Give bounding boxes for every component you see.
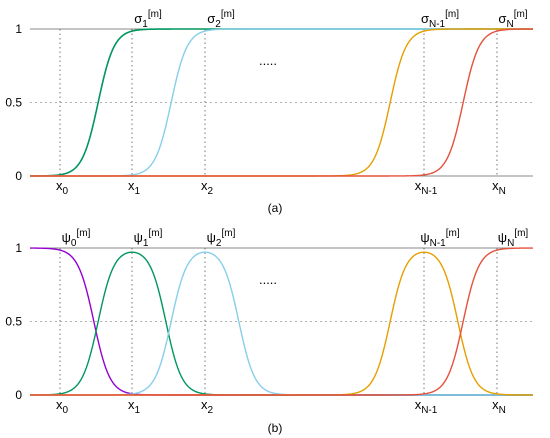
curve-label-3: σN[m] [498, 9, 527, 30]
x-node-label-0: x0 [56, 397, 69, 416]
curve-label-1: σ2[m] [207, 9, 235, 30]
x-node-label-4-sub: N [499, 405, 506, 416]
x-node-label-4-base: x [492, 397, 499, 412]
curve-label-1-sup: [m] [221, 9, 235, 20]
x-node-label-2: x2 [201, 397, 214, 416]
x-node-label-3: xN-1 [415, 397, 438, 416]
x-node-label-3-sub: N-1 [421, 186, 438, 197]
panel-label: (b) [268, 421, 283, 435]
x-node-label-4-sub: N [499, 186, 506, 197]
curve-label-4-base: ψ [498, 230, 507, 245]
x-node-label-1: x1 [128, 178, 141, 197]
curve-label-0-sub: 1 [142, 19, 148, 30]
curve-label-2-sup: [m] [221, 228, 235, 239]
series-line-3 [30, 251, 533, 396]
x-node-label-0-sub: 0 [62, 405, 68, 416]
y-tick-label: 0.5 [5, 315, 22, 329]
curve-label-3-sup: [m] [514, 9, 528, 20]
x-node-label-3-base: x [415, 178, 422, 193]
curve-label-0-base: ψ [62, 230, 71, 245]
curve-label-2-base: σ [421, 11, 429, 26]
y-tick-label: 0 [15, 388, 22, 402]
x-node-label-0-base: x [56, 178, 63, 193]
curve-label-2: σN-1[m] [421, 9, 459, 30]
x-node-label-4: xN [492, 178, 506, 197]
x-node-label-4-base: x [492, 178, 499, 193]
curve-label-0-sup: [m] [148, 9, 162, 20]
curve-label-1-sub: 1 [143, 238, 149, 249]
curve-label-4: ψN[m] [498, 228, 529, 249]
y-tick-label: 0.5 [5, 96, 22, 110]
curve-label-4-sup: [m] [514, 228, 528, 239]
x-node-label-0-base: x [56, 397, 63, 412]
curve-label-1: ψ1[m] [134, 228, 163, 249]
curve-label-0: ψ0[m] [62, 228, 91, 249]
x-node-label-2-sub: 2 [207, 405, 213, 416]
x-node-label-3-sub: N-1 [421, 405, 438, 416]
curve-label-3-sub: N [506, 19, 513, 30]
series-line-1 [30, 251, 533, 396]
x-node-label-1-sub: 1 [134, 405, 140, 416]
curve-label-0-sub: 0 [71, 238, 77, 249]
x-node-label-1-base: x [128, 397, 135, 412]
curve-label-1-base: ψ [134, 230, 143, 245]
series-line-2 [30, 251, 533, 396]
ellipsis: ..... [259, 53, 277, 68]
curve-label-2-base: ψ [207, 230, 216, 245]
x-node-label-1-base: x [128, 178, 135, 193]
x-node-label-2-sub: 2 [207, 186, 213, 197]
curve-label-3-base: ψ [420, 230, 429, 245]
ellipsis: ..... [259, 272, 277, 287]
x-node-label-3-base: x [415, 397, 422, 412]
series-line-3 [30, 28, 534, 177]
curve-label-0-sup: [m] [76, 228, 90, 239]
curve-label-3: ψN-1[m] [420, 228, 460, 249]
x-node-label-0: x0 [56, 178, 69, 197]
curve-label-0-base: σ [134, 11, 142, 26]
curve-label-3-sub: N-1 [430, 238, 447, 249]
curve-label-2-sub: N-1 [429, 19, 446, 30]
x-node-label-0-sub: 0 [62, 186, 68, 197]
curve-label-1-sub: 2 [215, 19, 221, 30]
curve-label-4-sub: N [507, 238, 514, 249]
x-node-label-1-sub: 1 [134, 186, 140, 197]
y-tick-label: 1 [15, 241, 22, 255]
curve-label-1-base: σ [207, 11, 215, 26]
curve-label-2-sub: 2 [216, 238, 222, 249]
curve-label-2-sup: [m] [445, 9, 459, 20]
x-node-label-2-base: x [201, 397, 208, 412]
y-tick-label: 0 [15, 169, 22, 183]
x-node-label-4: xN [492, 397, 506, 416]
x-node-label-1: x1 [128, 397, 141, 416]
panel-label: (a) [268, 201, 283, 215]
curve-label-3-sup: [m] [446, 228, 460, 239]
curve-label-2: ψ2[m] [207, 228, 236, 249]
curve-label-1-sup: [m] [148, 228, 162, 239]
y-tick-label: 1 [15, 22, 22, 36]
x-node-label-3: xN-1 [415, 178, 438, 197]
series-line-4 [30, 247, 534, 396]
x-node-label-2-base: x [201, 178, 208, 193]
curve-label-3-base: σ [498, 11, 506, 26]
x-node-label-2: x2 [201, 178, 214, 197]
curve-label-0: σ1[m] [134, 9, 162, 30]
